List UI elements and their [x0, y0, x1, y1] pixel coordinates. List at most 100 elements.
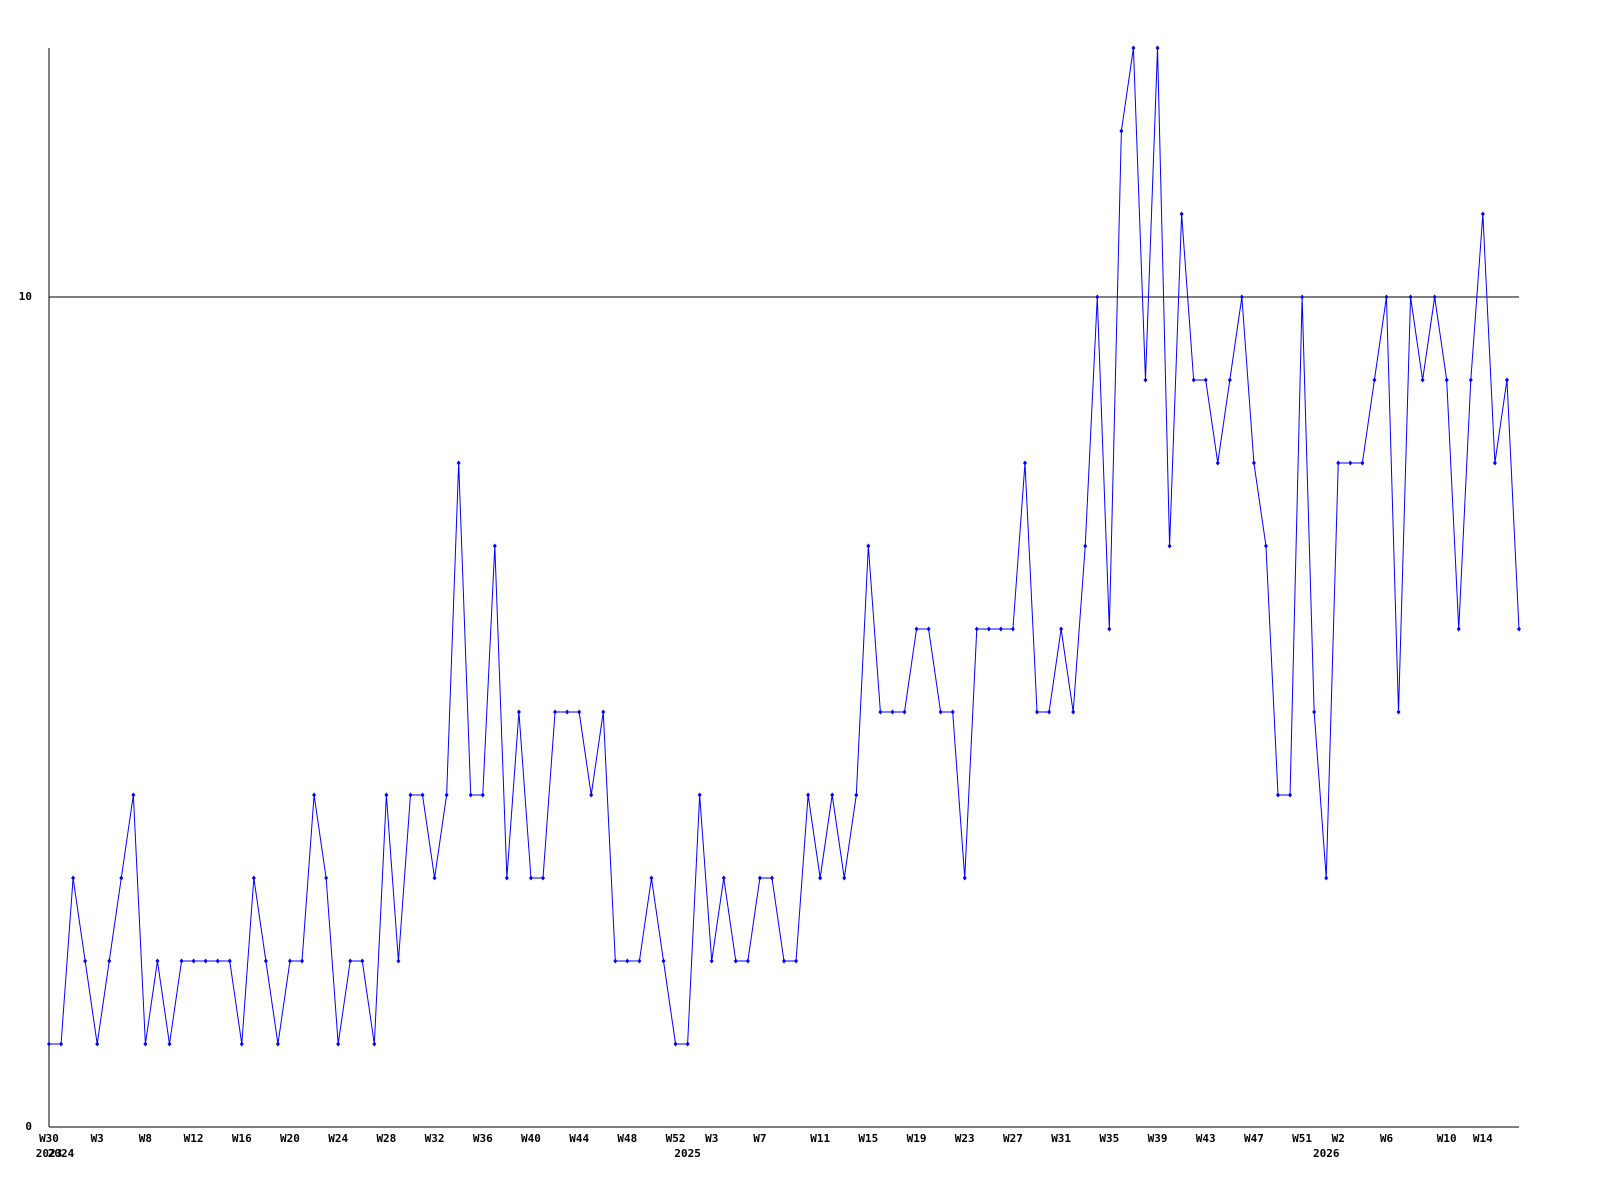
point — [1263, 543, 1268, 549]
point — [59, 1041, 64, 1047]
point — [613, 958, 618, 964]
point — [806, 792, 811, 798]
point — [47, 1041, 51, 1047]
point — [1119, 128, 1124, 134]
point — [1022, 460, 1027, 466]
point — [1143, 377, 1148, 383]
point — [287, 958, 292, 964]
point — [444, 792, 449, 798]
point — [95, 1041, 100, 1047]
point — [360, 958, 365, 964]
point — [420, 792, 425, 798]
point — [830, 792, 835, 798]
x-tick-label: W23 — [955, 1132, 975, 1145]
point — [625, 958, 630, 964]
x-tick-label: W31 — [1051, 1132, 1071, 1145]
point — [589, 792, 594, 798]
point — [71, 875, 76, 881]
point — [1179, 211, 1184, 217]
x-tick-label: W11 — [810, 1132, 830, 1145]
point — [1396, 709, 1401, 715]
point — [191, 958, 196, 964]
x-tick-label: W16 — [232, 1132, 252, 1145]
point — [516, 709, 521, 715]
point — [962, 875, 967, 881]
point — [227, 958, 232, 964]
y-tick-label: 0 — [25, 1120, 32, 1133]
point — [1035, 709, 1040, 715]
point — [697, 792, 702, 798]
point — [348, 958, 353, 964]
x-tick-label: W15 — [858, 1132, 878, 1145]
point — [938, 709, 943, 715]
point — [769, 875, 774, 881]
point — [1239, 294, 1244, 300]
x-tick-label: W36 — [473, 1132, 493, 1145]
year-label: 2026 — [1313, 1147, 1340, 1160]
point — [1095, 294, 1100, 300]
point — [782, 958, 786, 964]
point — [685, 1041, 690, 1047]
point — [504, 875, 509, 881]
point — [649, 875, 654, 881]
point — [637, 958, 642, 964]
year-label: 2025 — [674, 1147, 701, 1160]
point — [83, 958, 88, 964]
point — [107, 958, 112, 964]
year-label: 2024 — [48, 1147, 75, 1160]
point — [854, 792, 859, 798]
line — [49, 47, 1520, 1045]
point — [1372, 377, 1377, 383]
x-tick-label: W44 — [569, 1132, 589, 1145]
point — [336, 1041, 341, 1047]
point — [818, 875, 823, 881]
point — [119, 875, 124, 881]
x-tick-label: W10 — [1437, 1132, 1457, 1145]
x-tick-label: W51 — [1292, 1132, 1312, 1145]
x-tick-label: W28 — [376, 1132, 396, 1145]
point — [155, 958, 160, 964]
point — [1167, 543, 1172, 549]
x-tick-label: W2 — [1332, 1132, 1345, 1145]
point — [1408, 294, 1413, 300]
point — [745, 958, 750, 964]
point — [878, 709, 883, 715]
point — [1083, 543, 1088, 549]
point — [528, 875, 533, 881]
x-tick-label: W39 — [1148, 1132, 1168, 1145]
point — [902, 709, 907, 715]
x-tick-label: W24 — [328, 1132, 348, 1145]
point — [408, 792, 413, 798]
x-tick-label: W40 — [521, 1132, 541, 1145]
point — [239, 1041, 244, 1047]
point — [1215, 460, 1220, 466]
point — [1203, 377, 1208, 383]
point — [986, 626, 991, 632]
point — [324, 875, 329, 881]
point — [553, 709, 558, 715]
point — [890, 709, 895, 715]
point — [709, 958, 714, 964]
point — [1348, 460, 1353, 466]
point — [1155, 45, 1160, 51]
point — [1191, 377, 1196, 383]
x-tick-label: W52 — [666, 1132, 686, 1145]
point — [179, 958, 184, 964]
point — [1384, 294, 1389, 300]
point — [167, 1041, 172, 1047]
x-tick-label: W3 — [91, 1132, 104, 1145]
point — [1456, 626, 1461, 632]
point — [203, 958, 208, 964]
x-tick-label: W8 — [139, 1132, 152, 1145]
point — [565, 709, 570, 715]
point — [1131, 45, 1136, 51]
point — [601, 709, 606, 715]
point — [733, 958, 738, 964]
point — [456, 460, 461, 466]
x-tick-label: W27 — [1003, 1132, 1023, 1145]
x-tick-label: W32 — [425, 1132, 445, 1145]
point — [1276, 792, 1281, 798]
point — [1336, 460, 1341, 466]
